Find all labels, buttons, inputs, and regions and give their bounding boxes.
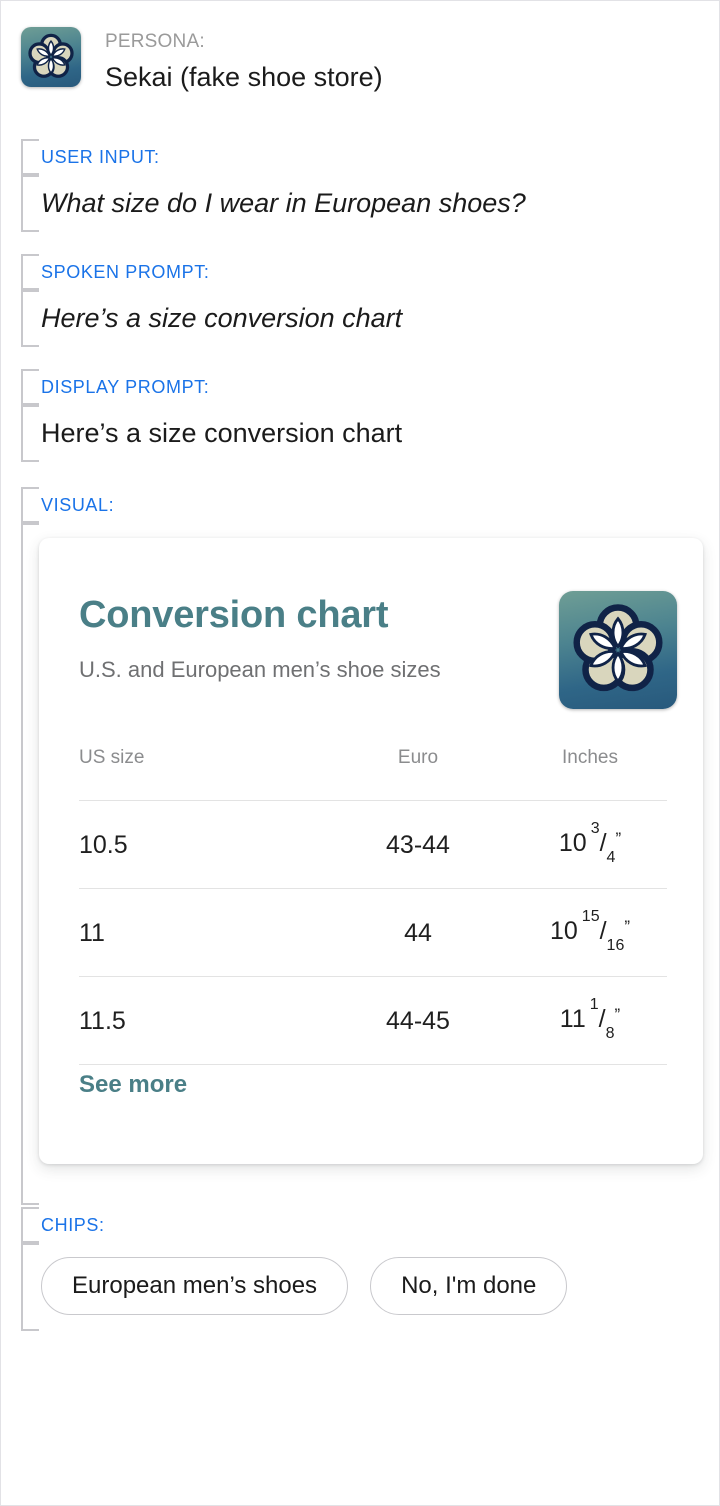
inch-mark: ” — [624, 916, 631, 936]
inches-fraction: 1/8 — [590, 997, 615, 1041]
cell-us-size: 11.5 — [79, 976, 323, 1065]
display-prompt-body: Here’s a size conversion chart — [41, 405, 402, 462]
bracket-tick-bottom — [21, 1241, 39, 1243]
persona-header: PERSONA: Sekai (fake shoe store) — [21, 27, 383, 97]
bracket-tick-bottom — [21, 173, 39, 175]
fraction-numerator: 1 — [589, 996, 599, 1014]
inches-whole: 10 — [558, 829, 587, 857]
persona-text-block: PERSONA: Sekai (fake shoe store) — [105, 27, 383, 97]
bracket-tick-bottom — [21, 521, 39, 523]
chips-label-bracket: CHIPS: — [21, 1207, 567, 1243]
bracket-tick-top — [21, 1207, 39, 1209]
bracket-tick-top — [21, 1243, 39, 1245]
bracket-tick-top — [21, 175, 39, 177]
cell-euro: 43-44 — [323, 800, 513, 889]
section-user-input: USER INPUT: What size do I wear in Europ… — [21, 139, 526, 232]
column-header-inches: Inches — [562, 747, 618, 768]
cell-euro: 44 — [323, 888, 513, 977]
user-input-body-bracket: What size do I wear in European shoes? — [21, 175, 526, 232]
inches-whole: 10 — [549, 917, 578, 945]
conversion-chart-card[interactable]: Conversion chart U.S. and European men’s… — [39, 538, 703, 1164]
bracket-tick-bottom — [21, 345, 39, 347]
sekai-flower-logo-icon — [21, 27, 81, 87]
fraction-denominator: 4 — [606, 848, 616, 866]
fraction-slash: / — [599, 829, 607, 857]
bracket-tick-bottom — [21, 1329, 39, 1331]
user-input-label: USER INPUT: — [41, 147, 160, 167]
display-prompt-label: DISPLAY PROMPT: — [41, 377, 210, 397]
fraction-denominator: 8 — [605, 1024, 615, 1042]
table-row: 11 44 1015/16” — [79, 888, 667, 977]
bracket-tick-top — [21, 290, 39, 292]
spoken-prompt-label-bracket: SPOKEN PROMPT: — [21, 254, 402, 290]
bracket-tick-top — [21, 487, 39, 489]
card-header-text: Conversion chart U.S. and European men’s… — [79, 591, 441, 685]
persona-label: PERSONA: — [105, 31, 205, 52]
bracket-tick-top — [21, 523, 39, 525]
card-subtitle: U.S. and European men’s shoe sizes — [79, 657, 441, 682]
spoken-prompt-text: Here’s a size conversion chart — [41, 303, 403, 333]
display-prompt-label-bracket: DISPLAY PROMPT: — [21, 369, 402, 405]
cell-us-size: 11 — [79, 888, 323, 977]
user-input-body: What size do I wear in European shoes? — [41, 175, 526, 232]
bracket-tick-top — [21, 139, 39, 141]
inch-mark: ” — [614, 1004, 621, 1024]
fraction-numerator: 15 — [581, 908, 600, 926]
display-prompt-text: Here’s a size conversion chart — [41, 418, 403, 448]
section-visual: VISUAL: — [21, 487, 114, 1205]
table-row: 10.5 43-44 103/4” — [79, 800, 667, 889]
fraction-slash: / — [598, 1005, 606, 1033]
inch-mark: ” — [615, 828, 622, 848]
inches-fraction: 15/16 — [582, 909, 625, 953]
card-title: Conversion chart — [79, 594, 389, 636]
user-input-label-bracket: USER INPUT: — [21, 139, 526, 175]
spoken-prompt-body-bracket: Here’s a size conversion chart — [21, 290, 402, 347]
bracket-tick-top — [21, 405, 39, 407]
cell-euro: 44-45 — [323, 976, 513, 1065]
table-row: 11.5 44-45 111/8” — [79, 976, 667, 1065]
size-conversion-table: US size Euro Inches 10.5 43-44 103/4” 11… — [79, 746, 667, 1065]
chips-row: European men’s shoes No, I'm done — [41, 1243, 568, 1331]
bracket-tick-bottom — [21, 1203, 39, 1205]
inches-fraction: 3/4 — [591, 821, 616, 865]
display-prompt-body-bracket: Here’s a size conversion chart — [21, 405, 402, 462]
section-chips: CHIPS: European men’s shoes No, I'm done — [21, 1207, 568, 1331]
section-display-prompt: DISPLAY PROMPT: Here’s a size conversion… — [21, 369, 402, 462]
fraction-slash: / — [599, 917, 607, 945]
chips-body-bracket: European men’s shoes No, I'm done — [21, 1243, 568, 1331]
table-header-row: US size Euro Inches — [79, 746, 667, 801]
column-header-us-size: US size — [79, 747, 145, 768]
fraction-numerator: 3 — [590, 820, 600, 838]
visual-label: VISUAL: — [41, 495, 115, 515]
user-input-text: What size do I wear in European shoes? — [41, 188, 526, 218]
chip-no-im-done[interactable]: No, I'm done — [370, 1257, 568, 1315]
bracket-tick-bottom — [21, 403, 39, 405]
column-header-euro: Euro — [397, 747, 439, 768]
visual-body-bracket — [21, 523, 114, 1205]
cell-us-size: 10.5 — [79, 800, 323, 889]
bracket-tick-bottom — [21, 230, 39, 232]
inches-whole: 11 — [559, 1005, 586, 1033]
section-spoken-prompt: SPOKEN PROMPT: Here’s a size conversion … — [21, 254, 402, 347]
cell-inches: 103/4” — [513, 800, 667, 889]
persona-name: Sekai (fake shoe store) — [105, 62, 383, 92]
fraction-denominator: 16 — [606, 936, 625, 954]
bracket-tick-top — [21, 369, 39, 371]
cell-inches: 1015/16” — [513, 888, 667, 977]
bracket-tick-bottom — [21, 288, 39, 290]
card-header: Conversion chart U.S. and European men’s… — [79, 591, 677, 709]
chips-label: CHIPS: — [41, 1215, 105, 1235]
spoken-prompt-label: SPOKEN PROMPT: — [41, 262, 210, 282]
sekai-flower-logo-icon — [559, 591, 677, 709]
chip-european-mens-shoes[interactable]: European men’s shoes — [41, 1257, 349, 1315]
visual-label-bracket: VISUAL: — [21, 487, 114, 523]
cell-inches: 111/8” — [513, 976, 667, 1065]
bracket-tick-bottom — [21, 460, 39, 462]
spoken-prompt-body: Here’s a size conversion chart — [41, 290, 402, 347]
see-more-link[interactable]: See more — [79, 1071, 188, 1098]
bracket-tick-top — [21, 254, 39, 256]
